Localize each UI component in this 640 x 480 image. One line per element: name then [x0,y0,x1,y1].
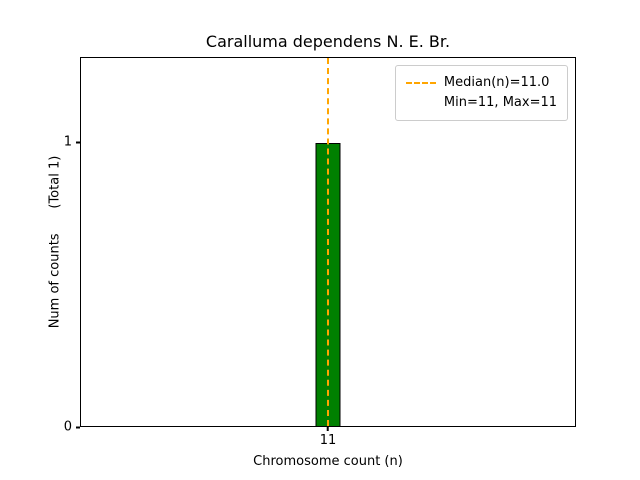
x-tick-11-label: 11 [319,433,337,448]
dashed-line-swatch [405,82,436,84]
legend: Median(n)=11.0 Min=11, Max=11 [394,65,568,121]
x-tick-11: 11 [319,427,337,448]
y-tick-0-mark [76,426,80,428]
median-line [327,58,329,426]
legend-entry-minmax: Min=11, Max=11 [406,93,557,113]
y-tick-1-mark [76,141,80,144]
y-axis-ticks: 0 1 [0,57,80,435]
x-tick-11-mark [326,427,329,431]
legend-entry-median: Median(n)=11.0 [405,73,557,93]
plot-area: Median(n)=11.0 Min=11, Max=11 [80,57,576,427]
y-tick-1-label: 1 [63,134,72,150]
x-axis-ticks: 11 [80,427,576,457]
chart-title: Caralluma dependens N. E. Br. [205,32,451,51]
y-tick-0: 0 [64,420,80,435]
legend-swatch-spacer [406,102,436,104]
x-axis-label: Chromosome count (n) [253,454,403,469]
y-tick-1: 1 [64,135,80,150]
y-tick-0-label: 0 [63,419,72,435]
legend-label-median: Median(n)=11.0 [443,75,550,90]
legend-label-minmax: Min=11, Max=11 [443,95,557,110]
